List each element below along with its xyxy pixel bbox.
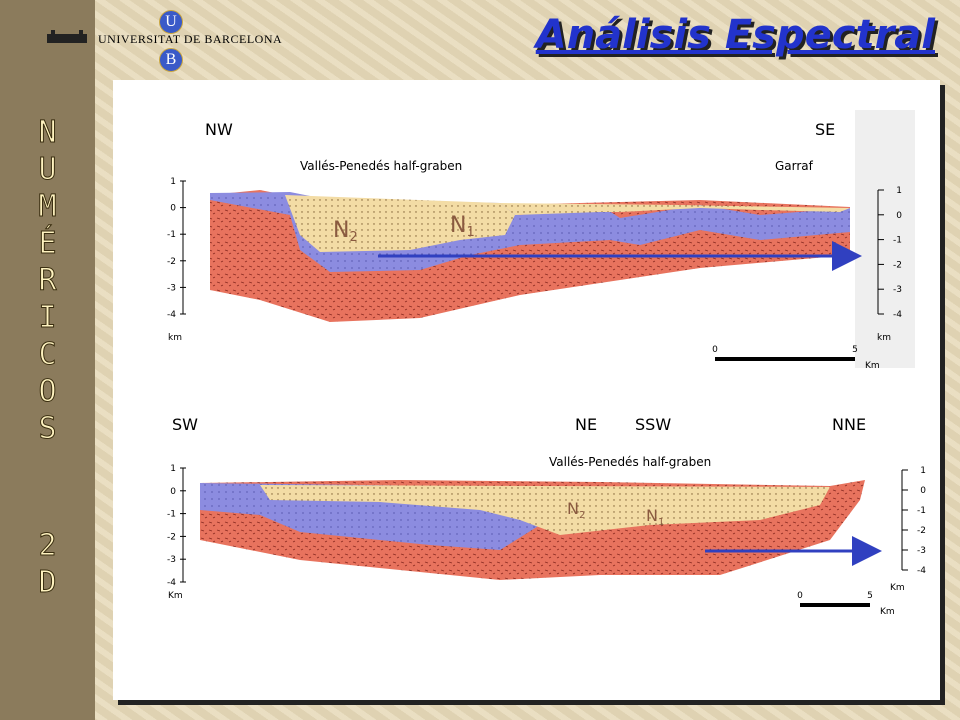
unit-label: N1	[450, 213, 475, 240]
unit-sub: 2	[349, 230, 357, 245]
depth-tick-label: 1	[170, 464, 176, 474]
sidebar-letter: M	[38, 189, 57, 225]
depth-tick-label: 0	[170, 204, 176, 214]
direction-label: NE	[575, 415, 597, 434]
unit-label: N2	[567, 499, 585, 521]
depth-tick-label: -1	[917, 506, 926, 516]
depth-tick-label: -3	[917, 546, 926, 556]
depth-tick-label: -3	[893, 285, 902, 295]
depth-tick-label: 1	[920, 466, 926, 476]
unit-name: N	[567, 499, 579, 518]
depth-tick-label: -4	[167, 310, 176, 320]
axis-backdrop	[855, 110, 915, 368]
depth-tick-label: -3	[167, 555, 176, 565]
unit-label: N2	[333, 218, 358, 245]
direction-label: SW	[172, 415, 198, 434]
depth-unit: Km	[168, 591, 183, 601]
sidebar-letter: S	[38, 411, 57, 447]
depth-tick-label: 0	[896, 211, 902, 221]
direction-label: SE	[815, 120, 835, 139]
slide-title: Análisis Espectral	[535, 12, 935, 58]
region-label: Vallés-Penedés half-graben	[300, 159, 462, 173]
depth-tick-label: 0	[920, 486, 926, 496]
scale-start: 0	[712, 345, 718, 355]
direction-label: NNE	[832, 415, 866, 434]
depth-tick-label: -2	[893, 260, 902, 270]
unit-sub: 1	[466, 225, 474, 240]
region-label: Garraf	[775, 159, 814, 173]
logo-letter: U	[159, 10, 183, 34]
depth-tick-label: -1	[167, 510, 176, 520]
tan-fill	[260, 485, 830, 535]
unit-label: N1	[646, 506, 664, 528]
unit-name: N	[646, 506, 658, 525]
region-label: Vallés-Penedés half-graben	[549, 455, 711, 469]
sidebar-letter: R	[38, 263, 57, 299]
unit-name: N	[450, 213, 466, 238]
sidebar-letter: N	[38, 115, 57, 151]
depth-unit: Km	[890, 583, 905, 593]
depth-tick-label: -4	[167, 578, 176, 588]
scale-start: 0	[797, 591, 803, 601]
direction-label: NW	[205, 120, 233, 139]
sidebar-letter: U	[38, 152, 57, 188]
content-panel	[113, 80, 940, 700]
depth-tick-label: -3	[167, 283, 176, 293]
depth-tick-label: -2	[917, 526, 926, 536]
logo-letter: B	[159, 48, 183, 72]
scale-end: 5	[867, 591, 873, 601]
unit-sub: 2	[579, 510, 585, 521]
tan-fill	[500, 203, 850, 215]
depth-tick-label: 0	[170, 487, 176, 497]
sidebar-letter: I	[38, 300, 57, 336]
unit-sub: 1	[658, 517, 664, 528]
depth-tick-label: -1	[893, 236, 902, 246]
depth-unit: km	[877, 333, 891, 343]
depth-tick-label: -1	[167, 230, 176, 240]
unit-name: N	[333, 218, 349, 243]
scale-end: 5	[852, 345, 858, 355]
sidebar-letter: C	[38, 337, 57, 373]
tan-fill	[285, 195, 515, 252]
scale-bar	[715, 357, 855, 361]
depth-tick-label: -2	[167, 532, 176, 542]
sidebar-letter: 2	[38, 528, 57, 564]
scale-unit: Km	[880, 607, 895, 617]
sidebar-letter: O	[38, 374, 57, 410]
scale-bar	[800, 603, 870, 607]
direction-label: SSW	[635, 415, 671, 434]
university-name: UNIVERSITAT DE BARCELONA	[98, 32, 283, 46]
depth-tick-label: -2	[167, 257, 176, 267]
sidebar-letter: É	[38, 226, 57, 262]
depth-unit: km	[168, 333, 182, 343]
building-icon	[47, 30, 87, 43]
sidebar-letter: D	[38, 565, 57, 601]
depth-tick-label: 1	[896, 186, 902, 196]
scale-unit: Km	[865, 361, 880, 371]
depth-tick-label: -4	[917, 566, 926, 576]
depth-tick-label: 1	[170, 177, 176, 187]
depth-tick-label: -4	[893, 310, 902, 320]
